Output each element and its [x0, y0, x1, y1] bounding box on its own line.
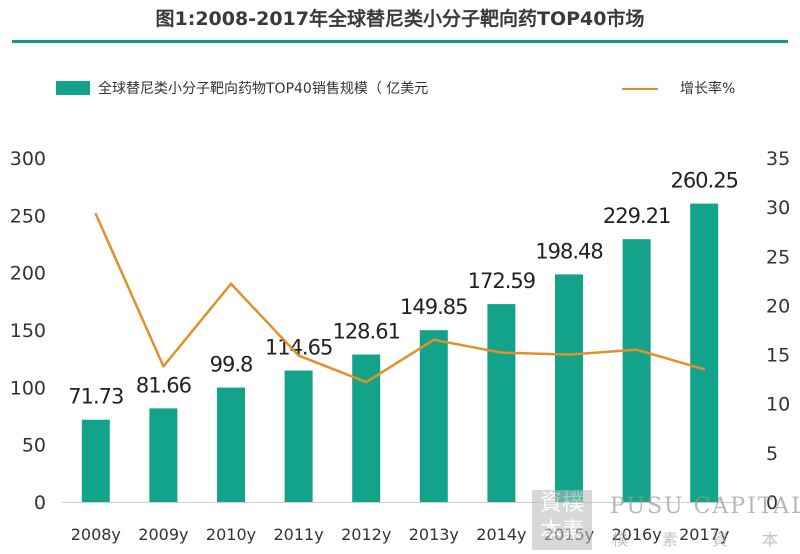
bar-value-label: 198.48	[535, 239, 602, 263]
bar-series	[81, 203, 719, 502]
growth-point-2015y	[567, 353, 571, 356]
y-left-tick-label: 250	[10, 205, 46, 227]
x-tick-label: 2013y	[409, 525, 459, 544]
bar-2016y	[622, 239, 651, 502]
bar-2017y	[690, 203, 719, 502]
y-right-tick-label: 20	[766, 295, 790, 317]
growth-point-2013y	[432, 338, 435, 342]
bar-2010y	[217, 387, 245, 502]
legend-line-label: 增长率%	[680, 81, 736, 97]
watermark-seal-logo: 資樸 本素	[532, 490, 592, 550]
y-right-tick-label: 15	[766, 345, 790, 367]
bar-2009y	[149, 408, 178, 502]
bar-2008y	[81, 419, 110, 502]
x-tick-label: 2014y	[476, 525, 526, 544]
y-right-tick-label: 25	[766, 246, 790, 268]
growth-line	[94, 213, 705, 384]
legend-bar-swatch	[56, 81, 90, 95]
x-tick-label: 2009y	[138, 525, 188, 544]
watermark-text: PUSU CAPITAL	[610, 494, 800, 519]
y-right-tick-label: 30	[766, 197, 790, 219]
title-divider	[12, 40, 788, 43]
y-right-tick-label: 5	[766, 443, 778, 465]
y-left-tick-label: 0	[34, 492, 46, 514]
x-tick-label: 2011y	[274, 525, 324, 544]
legend-line-swatch	[622, 88, 658, 90]
watermark-subtext: 樸素資本	[612, 530, 800, 549]
growth-point-2014y	[500, 351, 503, 354]
growth-point-2012y	[365, 380, 368, 384]
x-tick-label: 2008y	[71, 525, 121, 544]
left-axis: 0 50 100 150 200 250 300	[10, 148, 46, 514]
y-left-tick-label: 100	[10, 377, 46, 399]
growth-point-2011y	[297, 354, 300, 357]
bar-value-label: 149.85	[400, 295, 467, 319]
growth-point-2016y	[635, 348, 638, 351]
bar-value-label: 81.66	[136, 373, 192, 397]
bar-value-label: 229.21	[603, 204, 670, 228]
y-left-tick-label: 50	[22, 435, 46, 457]
y-right-tick-label: 35	[766, 148, 790, 170]
bar-value-label: 128.61	[332, 320, 399, 344]
bar-value-label: 172.59	[468, 269, 535, 293]
bar-2014y	[487, 304, 516, 502]
y-left-tick-label: 300	[10, 148, 46, 170]
legend-bar-label: 全球替尼类小分子靶向药物TOP40销售规模（ 亿美元	[98, 81, 429, 97]
x-tick-label: 2016y	[612, 525, 662, 544]
growth-point-2017y	[703, 368, 706, 371]
watermark: 資樸 本素 PUSU CAPITAL 樸素資本	[532, 490, 800, 554]
y-right-tick-label: 0	[766, 492, 778, 514]
bar-value-label: 71.73	[68, 385, 123, 409]
growth-point-2008y	[94, 212, 98, 216]
bar-value-label: 260.25	[670, 169, 737, 193]
bar-2013y	[419, 330, 448, 502]
growth-point-2009y	[162, 365, 165, 368]
bar-2015y	[555, 274, 583, 502]
y-right-tick-label: 10	[766, 394, 790, 416]
bar-value-label: 99.8	[210, 353, 253, 377]
x-tick-label: 2012y	[341, 525, 391, 544]
bar-2011y	[284, 370, 313, 502]
x-tick-label: 2017y	[679, 525, 729, 544]
right-axis: 0 5 10 15 20 25 30 35	[766, 148, 790, 514]
growth-point-2010y	[229, 282, 233, 286]
growth-line-series	[94, 212, 706, 384]
y-left-tick-label: 150	[10, 320, 46, 342]
chart-title: 图1:2008-2017年全球替尼类小分子靶向药TOP40市场	[155, 8, 645, 30]
y-left-tick-label: 200	[10, 263, 46, 285]
x-tick-label: 2010y	[206, 525, 256, 544]
